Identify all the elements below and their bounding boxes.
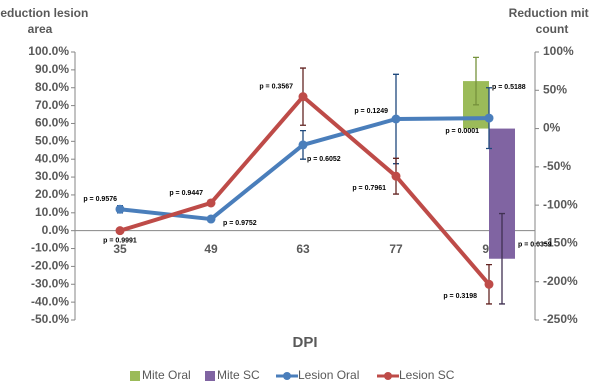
y2-tick-label: -100% [543,197,578,211]
y-tick-label: 40.0% [35,151,69,165]
legend-marker [283,372,291,380]
y-tick-label: -40.0% [31,294,69,308]
x-tick-label: 77 [389,242,403,256]
y2-tick-label: 100% [543,44,574,58]
legend-label: Mite Oral [142,368,191,381]
p-value-label: p = 0.1249 [354,108,388,115]
p-value-label: p = 0.9576 [83,196,117,203]
y2-tick-label: 50% [543,82,567,96]
legend-marker [384,372,392,380]
legend-swatch [205,371,215,381]
y-axis-title: Reduction lesion area [0,6,88,36]
marker [115,204,125,214]
y-tick-label: -50.0% [31,312,69,326]
marker [206,214,216,224]
marker [484,113,494,123]
line [119,116,490,222]
error-bar-line [499,212,505,305]
x-tick-label: 63 [296,242,310,256]
marker [206,198,216,208]
y2-tick-label: -250% [543,312,578,326]
y-tick-label: -30.0% [31,276,69,290]
error-bar-line [473,56,479,106]
p-value-label: p = 0.0001 [445,128,479,135]
y-tick-label: 70.0% [35,98,69,112]
error-bar [499,212,505,305]
marker [115,226,125,236]
y2-tick-label: -50% [543,159,571,173]
legend-label: Lesion Oral [298,368,359,381]
p-value-label: p = 0.7961 [352,185,386,192]
y-tick-label: 50.0% [35,134,69,148]
p-value-label: p = 0.6052 [307,156,341,163]
y-tick-label: 30.0% [35,169,69,183]
p-value-label: p = 0.3567 [259,84,293,91]
marker [484,279,494,289]
y-tick-label: 90.0% [35,62,69,76]
error-bar [473,56,479,106]
y-tick-label: -20.0% [31,259,69,273]
marker [391,114,401,124]
marker [298,140,308,150]
p-value-label: p = 0.5188 [492,84,526,91]
y2-tick-label: -150% [543,236,578,250]
y-tick-label: 100.0% [28,44,69,58]
y-tick-label: 20.0% [35,187,69,201]
p-value-label: p = 0.3198 [443,293,477,300]
p-value-label: p = 0.0359 [518,242,552,249]
p-value-label: p = 0.9991 [103,238,137,245]
marker [298,92,308,102]
legend-label: Lesion SC [399,368,455,381]
p-value-label: p = 0.9447 [169,190,203,197]
y-tick-label: 10.0% [35,205,69,219]
legend-swatch [130,371,140,381]
y2-tick-label: -200% [543,274,578,288]
y-tick-label: 80.0% [35,80,69,94]
x-tick-label: 35 [113,242,127,256]
y-tick-label: 0.0% [42,223,70,237]
x-tick-label: 49 [204,242,218,256]
y-tick-label: 60.0% [35,116,69,130]
y-tick-label: -10.0% [31,241,69,255]
marker [391,171,401,181]
p-value-label: p = 0.9752 [223,220,257,227]
y2-tick-label: 0% [543,121,561,135]
x-axis-title: DPI [292,334,317,351]
legend-label: Mite SC [217,368,260,381]
y2-axis-title: Reduction mite count [509,6,589,36]
